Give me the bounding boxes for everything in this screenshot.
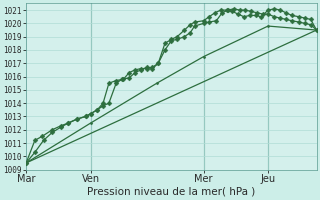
X-axis label: Pression niveau de la mer( hPa ): Pression niveau de la mer( hPa ) [87,187,255,197]
